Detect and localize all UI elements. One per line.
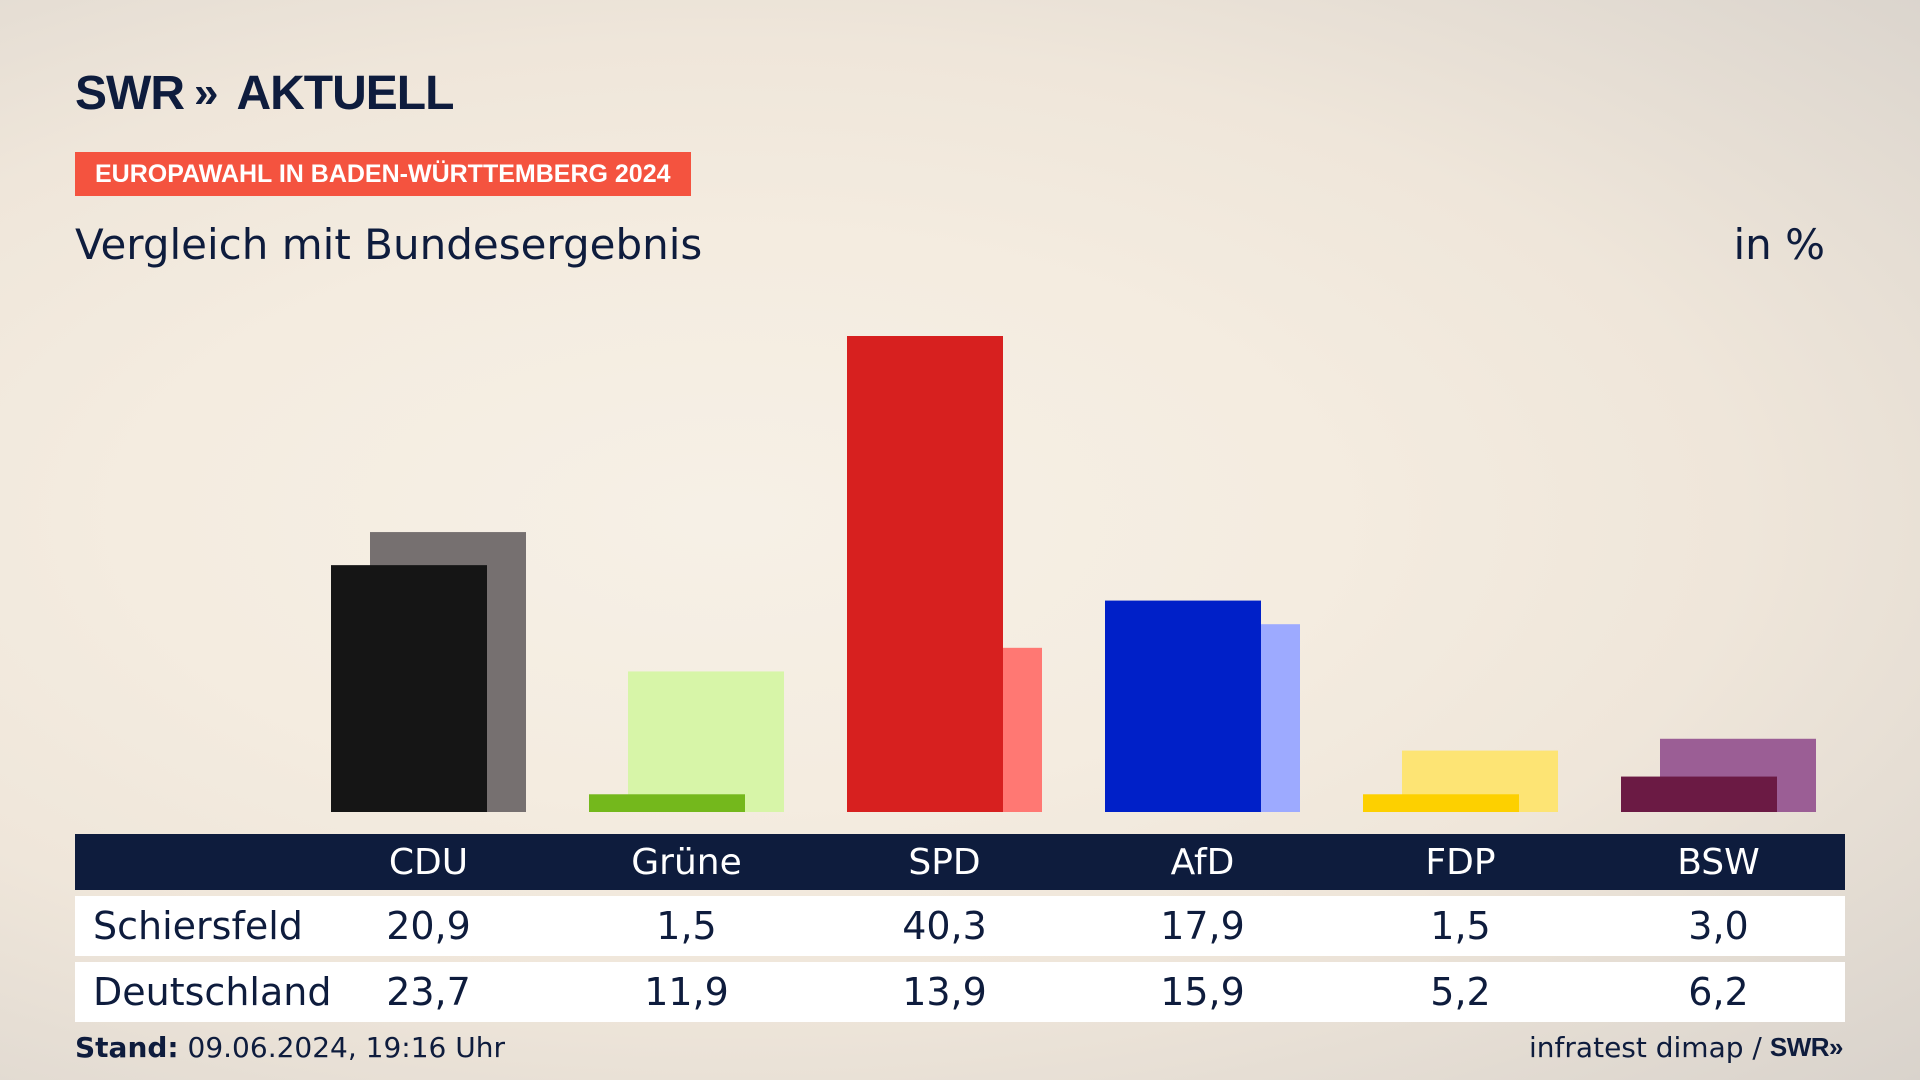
table-cell: 5,2	[1430, 970, 1491, 1014]
table-cell: 40,3	[902, 904, 987, 948]
source-brand: SWR»	[1769, 1032, 1844, 1063]
table-cell: 1,5	[1430, 904, 1491, 948]
logo-swr: SWR	[75, 66, 185, 120]
swr-aktuell-logo: SWR » AKTUELL	[75, 66, 454, 120]
timestamp: Stand: 09.06.2024, 19:16 Uhr	[75, 1031, 505, 1064]
bar-schiersfeld-grüne	[589, 794, 745, 812]
column-header-bsw: BSW	[1677, 841, 1760, 883]
bar-schiersfeld-cdu	[331, 565, 487, 812]
table-row: Deutschland 23,7 11,9 13,9 15,9 5,2 6,2	[75, 962, 1845, 1022]
column-header-cdu: CDU	[388, 841, 469, 883]
source-credit: infratest dimap / SWR»	[1529, 1031, 1843, 1064]
row-label: Deutschland	[93, 970, 332, 1014]
table-cell: 20,9	[386, 904, 471, 948]
bar-chart	[331, 336, 1816, 812]
election-badge: EUROPAWAHL IN BADEN-WÜRTTEMBERG 2024	[75, 152, 691, 196]
column-header-afd: AfD	[1170, 841, 1235, 883]
chevron-double-right-icon: »	[1829, 1032, 1843, 1062]
stand-value: 09.06.2024, 19:16 Uhr	[187, 1031, 505, 1064]
bar-deutschland-grüne	[628, 671, 784, 812]
table-cell: 3,0	[1688, 904, 1749, 948]
bar-schiersfeld-spd	[847, 336, 1003, 812]
results-table: CDU Grüne SPD AfD FDP BSW Schiersfeld 20,9 1,5…	[75, 834, 1845, 1022]
column-header-spd: SPD	[908, 841, 981, 883]
source-text: infratest dimap /	[1529, 1031, 1762, 1064]
row-label: Schiersfeld	[93, 904, 303, 948]
column-header-fdp: FDP	[1425, 841, 1496, 883]
column-header-grüne: Grüne	[631, 841, 742, 883]
table-cell: 1,5	[656, 904, 717, 948]
table-cell: 23,7	[386, 970, 471, 1014]
table-row: Schiersfeld 20,9 1,5 40,3 17,9 1,5 3,0	[75, 896, 1845, 956]
bar-schiersfeld-afd	[1105, 600, 1261, 812]
table-cell: 13,9	[902, 970, 987, 1014]
logo-aktuell: AKTUELL	[236, 66, 454, 120]
table-cell: 17,9	[1160, 904, 1245, 948]
bar-schiersfeld-fdp	[1363, 794, 1519, 812]
source-brand-text: SWR	[1769, 1032, 1830, 1062]
table-cell: 6,2	[1688, 970, 1749, 1014]
table-cell: 11,9	[644, 970, 729, 1014]
stand-label: Stand:	[75, 1031, 179, 1064]
table-header: CDU Grüne SPD AfD FDP BSW	[75, 834, 1845, 890]
table-cell: 15,9	[1160, 970, 1245, 1014]
unit-label: in %	[1733, 220, 1825, 269]
bar-schiersfeld-bsw	[1621, 776, 1777, 812]
chart-subtitle: Vergleich mit Bundesergebnis	[75, 220, 703, 269]
